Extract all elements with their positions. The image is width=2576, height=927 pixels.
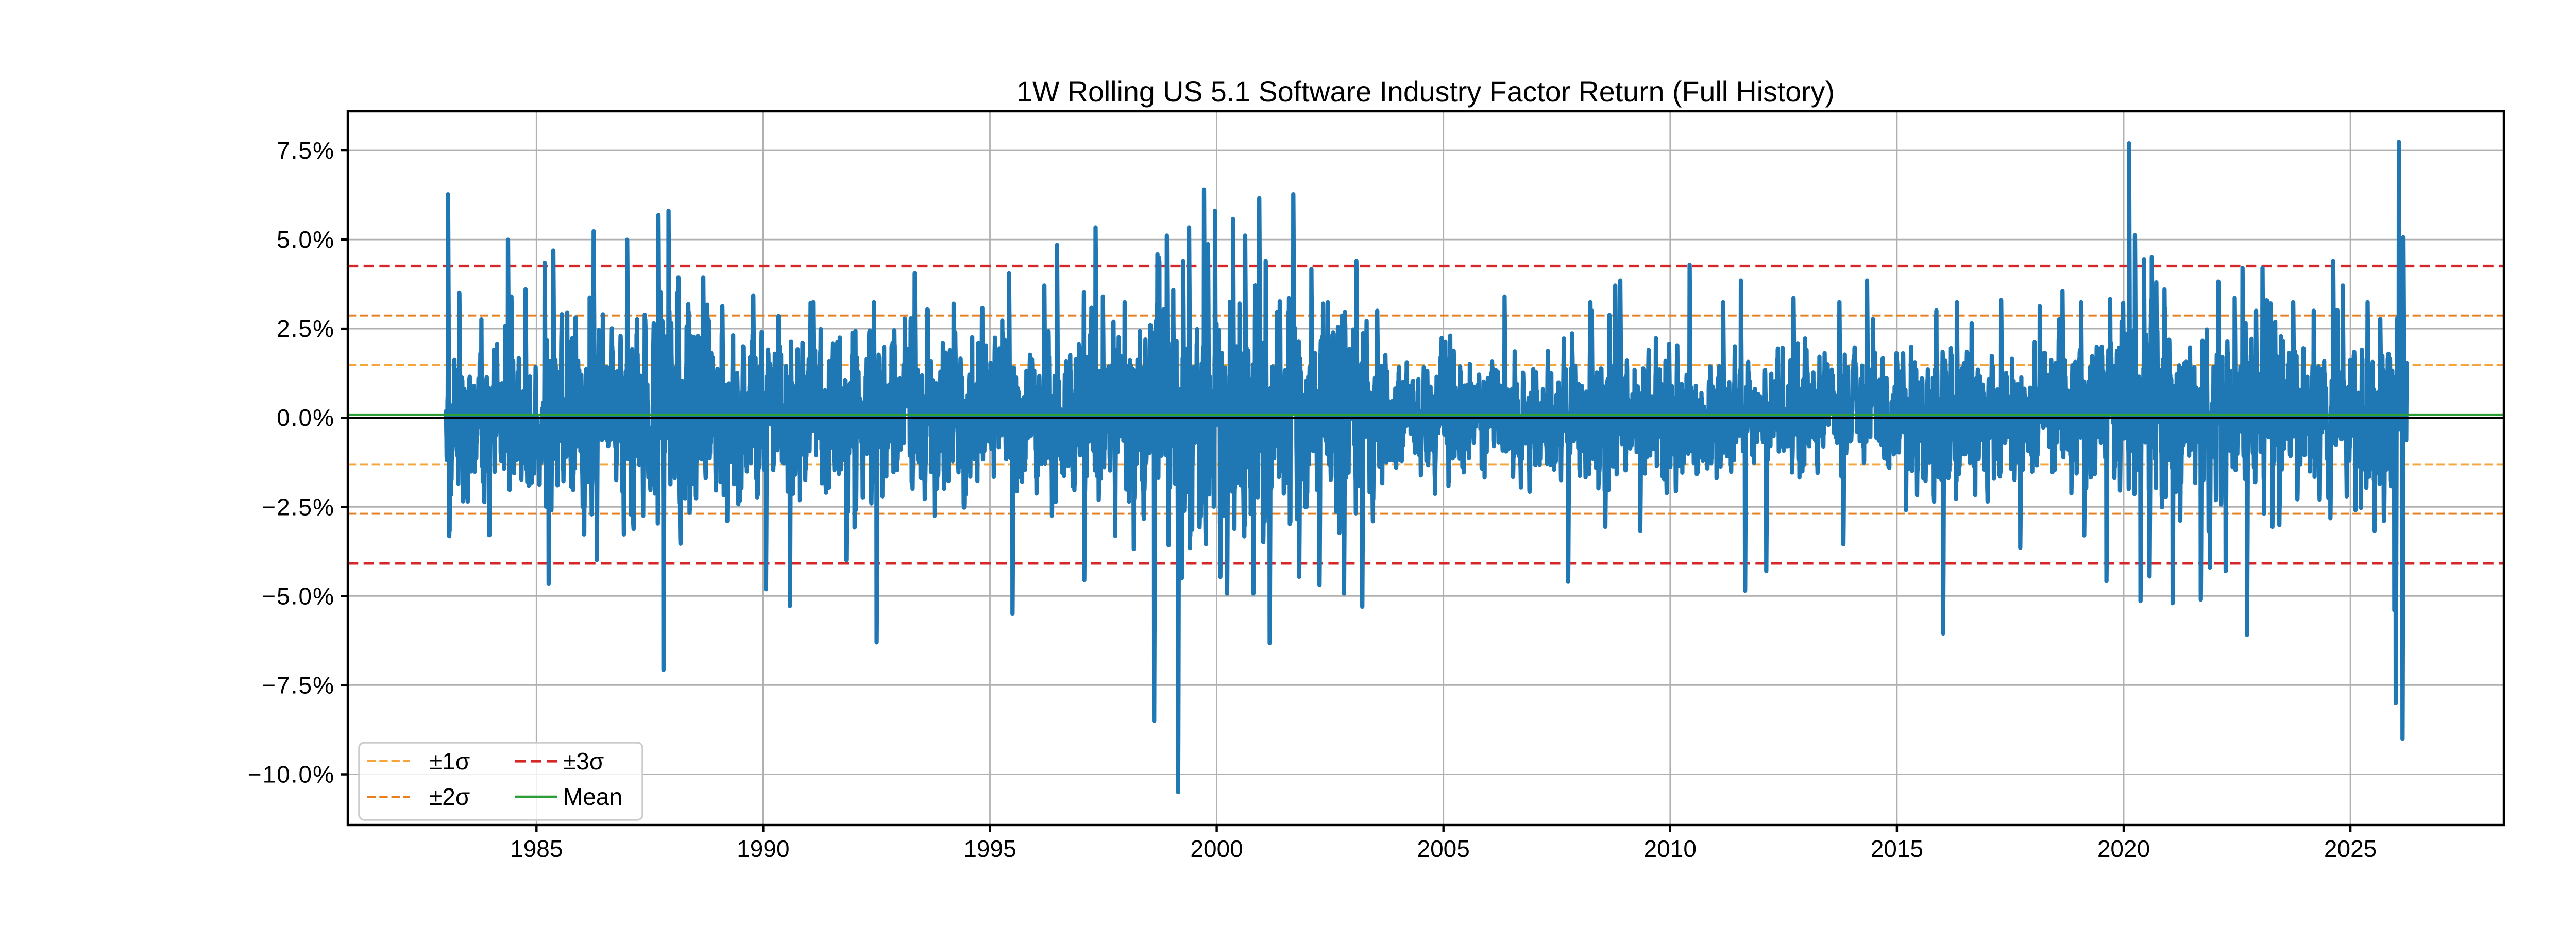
svg-text:−2.5%: −2.5% xyxy=(262,493,335,520)
svg-text:2015: 2015 xyxy=(1871,835,1923,862)
svg-text:±2σ: ±2σ xyxy=(429,783,470,810)
svg-text:2025: 2025 xyxy=(2324,835,2377,862)
svg-text:±3σ: ±3σ xyxy=(563,748,604,775)
svg-text:−7.5%: −7.5% xyxy=(262,672,335,698)
svg-text:2010: 2010 xyxy=(1644,835,1697,862)
svg-text:1990: 1990 xyxy=(737,835,789,862)
svg-text:1985: 1985 xyxy=(510,835,563,862)
svg-text:1995: 1995 xyxy=(963,835,1016,862)
svg-text:−5.0%: −5.0% xyxy=(262,582,335,609)
svg-text:7.5%: 7.5% xyxy=(277,137,335,164)
svg-text:Mean: Mean xyxy=(563,783,622,810)
svg-text:2.5%: 2.5% xyxy=(277,315,335,342)
svg-text:0.0%: 0.0% xyxy=(277,404,335,431)
svg-text:±1σ: ±1σ xyxy=(429,748,470,775)
svg-text:2020: 2020 xyxy=(2097,835,2150,862)
svg-text:5.0%: 5.0% xyxy=(277,226,335,253)
svg-text:−10.0%: −10.0% xyxy=(248,761,335,788)
svg-text:2000: 2000 xyxy=(1190,835,1243,862)
svg-text:2005: 2005 xyxy=(1417,835,1470,862)
svg-text:1W Rolling US 5.1 Software Ind: 1W Rolling US 5.1 Software Industry Fact… xyxy=(1016,76,1835,108)
